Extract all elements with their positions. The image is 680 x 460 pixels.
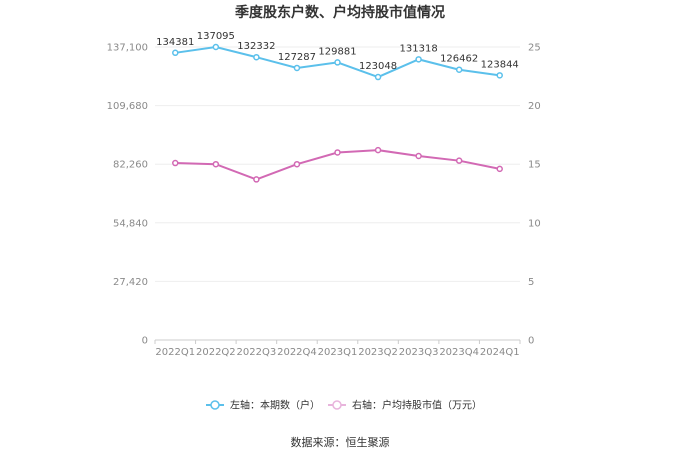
x-tick-label: 2023Q3 <box>399 347 439 358</box>
data-point <box>334 149 341 156</box>
data-label: 134381 <box>156 37 194 48</box>
left-tick-label: 54,840 <box>113 218 148 229</box>
data-label: 129881 <box>318 46 356 57</box>
x-tick-label: 2023Q2 <box>358 347 398 358</box>
data-point <box>415 56 422 63</box>
data-label: 126462 <box>440 54 478 65</box>
left-tick-label: 0 <box>142 336 148 347</box>
data-point <box>374 73 382 81</box>
right-tick-label: 15 <box>528 160 541 171</box>
data-point <box>172 49 179 57</box>
x-tick-label: 2022Q2 <box>196 347 236 358</box>
left-tick-label: 82,260 <box>113 160 148 171</box>
chart-title: 季度股东户数、户均持股市值情况 <box>234 4 445 21</box>
x-tick-label: 2022Q1 <box>155 347 195 358</box>
data-label: 127287 <box>278 52 316 63</box>
legend-swatch-marker <box>332 400 342 410</box>
data-point <box>496 72 503 79</box>
data-point <box>172 159 179 167</box>
legend-label: 左轴：本期数（户） <box>230 399 320 412</box>
data-point <box>253 53 260 61</box>
data-point <box>455 66 463 73</box>
left-tick-label: 27,420 <box>113 277 148 288</box>
left-tick-label: 137,100 <box>107 43 148 54</box>
right-tick-label: 25 <box>528 43 541 54</box>
right-tick-label: 20 <box>528 101 541 112</box>
data-point <box>415 152 422 160</box>
left-tick-label: 109,680 <box>107 101 148 112</box>
x-tick-label: 2022Q4 <box>277 347 317 358</box>
right-tick-label: 0 <box>528 336 534 347</box>
right-tick-label: 10 <box>528 218 541 229</box>
grid <box>155 46 520 341</box>
axes: 0 27,420 54,840 82,260 109,680 137,100 0 5 10 15 2… <box>107 43 541 359</box>
data-source: 数据来源：恒生聚源 <box>291 435 390 449</box>
data-point <box>212 160 220 168</box>
data-point <box>212 43 220 51</box>
x-tick-label: 2024Q1 <box>480 347 520 358</box>
data-label: 123844 <box>481 59 519 70</box>
data-point <box>293 64 301 72</box>
legend-item-1[interactable]: 左轴：本期数（户） <box>206 399 320 412</box>
x-tick-label: 2022Q3 <box>237 347 277 358</box>
legend[interactable]: 左轴：本期数（户） 右轴：户均持股市值（万元） <box>206 399 482 412</box>
data-point <box>293 160 301 168</box>
data-point <box>374 146 382 154</box>
data-point <box>455 157 463 164</box>
data-point <box>253 176 260 183</box>
data-label: 131318 <box>400 43 438 54</box>
legend-item-2[interactable]: 右轴：户均持股市值（万元） <box>328 399 482 412</box>
data-point <box>334 59 341 66</box>
data-label: 123048 <box>359 61 397 72</box>
right-tick-label: 5 <box>528 277 534 288</box>
legend-swatch-marker <box>210 400 220 410</box>
x-tick-label: 2023Q1 <box>318 347 358 358</box>
data-label: 132332 <box>237 41 275 52</box>
data-point <box>496 165 503 173</box>
data-label: 137095 <box>197 31 235 42</box>
series-layer: 1343811370951323321272871298811230481313… <box>156 31 519 183</box>
legend-label: 右轴：户均持股市值（万元） <box>352 399 482 412</box>
x-tick-label: 2023Q4 <box>439 347 479 358</box>
